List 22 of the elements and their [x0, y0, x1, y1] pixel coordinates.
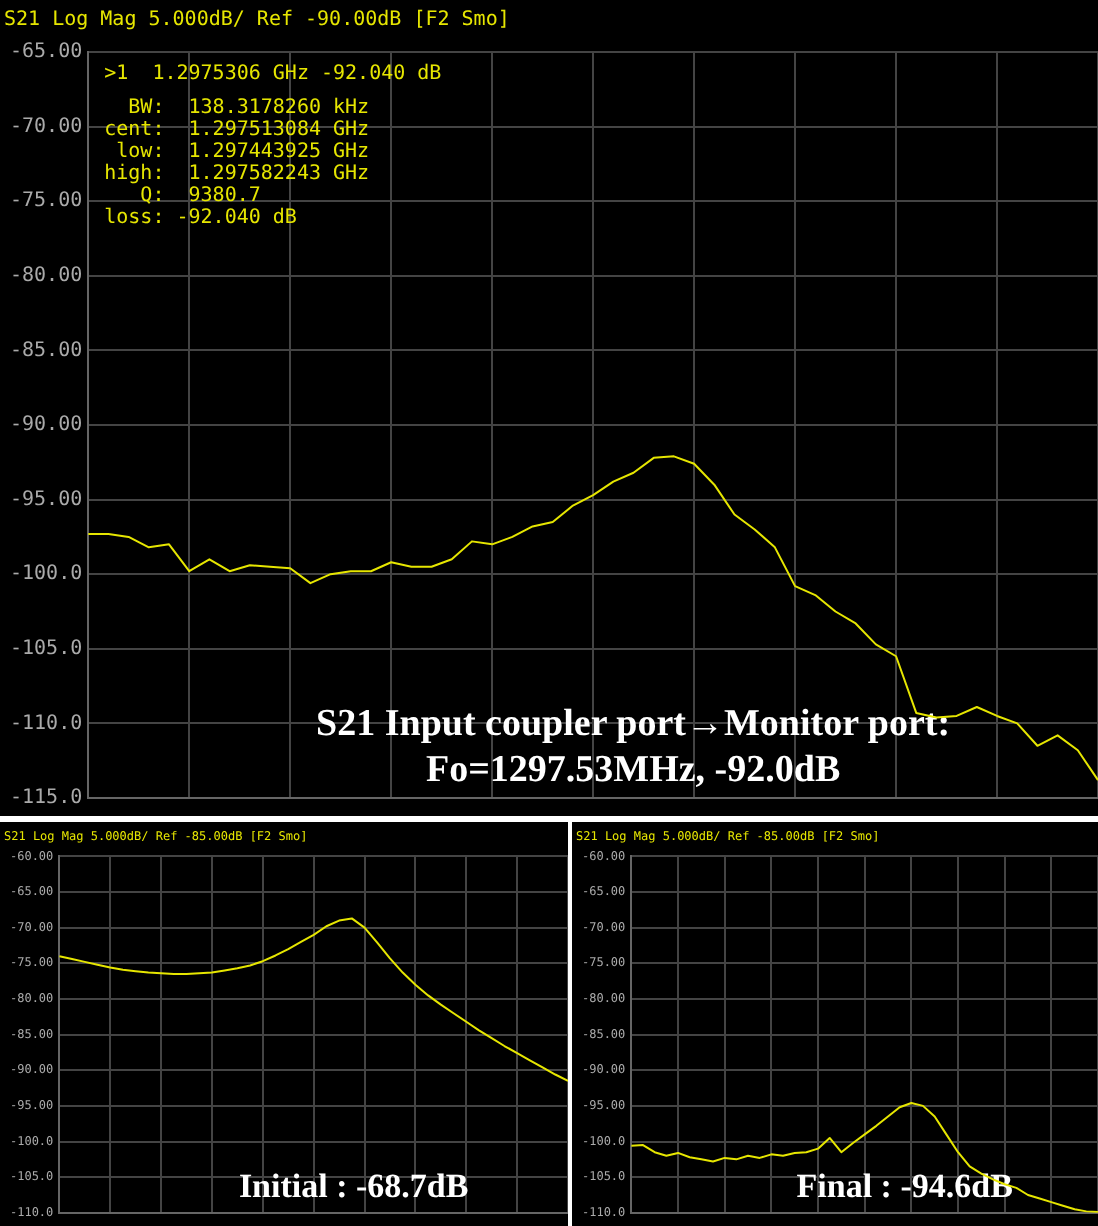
annotation: BW: 138.3178260 kHz: [104, 97, 370, 120]
y-tick-label: -85.00: [10, 339, 83, 362]
chart-title: S21 Log Mag 5.000dB/ Ref -90.00dB [F2 Smo]: [4, 9, 510, 32]
annotation: low: 1.297443925 GHz: [104, 141, 370, 164]
y-tick-label: -100.0: [10, 563, 83, 586]
annotation: >1 1.2975306 GHz -92.040 dB: [104, 63, 442, 86]
annotation: loss: -92.040 dB: [104, 207, 297, 230]
y-tick-label: -95.00: [10, 488, 83, 511]
y-tick-label: -110.0: [10, 712, 83, 735]
text: Final : -94.6dB: [796, 1166, 1013, 1205]
y-tick-label: -65.00: [10, 41, 83, 64]
text: Initial : -68.7dB: [238, 1166, 469, 1205]
annotation: Q: 9380.7: [104, 185, 261, 208]
y-tick-label: -75.00: [10, 190, 83, 213]
y-tick-label: -115.0: [10, 787, 83, 810]
annotation: high: 1.297582243 GHz: [104, 163, 370, 186]
y-tick-label: -70.00: [10, 115, 83, 138]
y-tick-label: -80.00: [10, 264, 83, 287]
y-tick-label: -90.00: [10, 414, 83, 437]
y-tick-label: -105.0: [10, 637, 83, 660]
text: S21 Input coupler port→Monitor port: Fo=1297.53MHz, -92.0dB: [316, 702, 951, 791]
annotation: cent: 1.297513084 GHz: [104, 119, 370, 142]
